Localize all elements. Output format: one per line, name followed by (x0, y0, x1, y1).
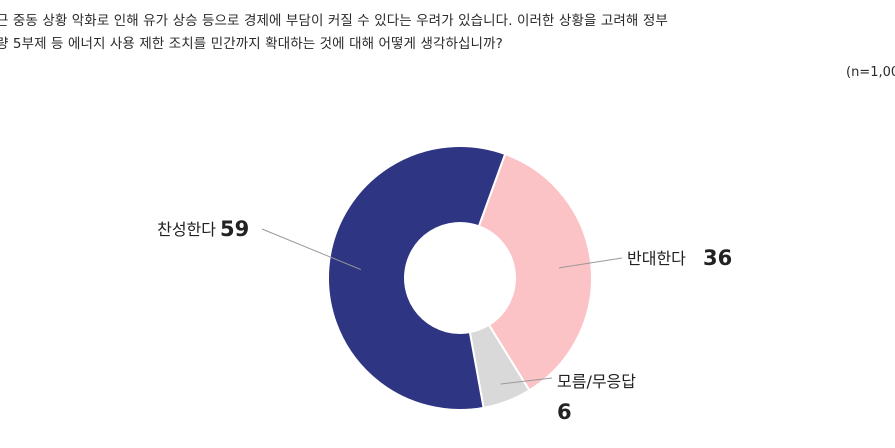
leader-lines (261, 228, 623, 385)
label-agree-value: 59 (220, 217, 249, 241)
label-disagree-value: 36 (703, 246, 732, 270)
slice-disagree (477, 152, 593, 392)
question-text-line-2: 량 5부제 등 에너지 사용 제한 조치를 민간까지 확대하는 것에 대해 어떻… (0, 36, 503, 52)
sample-size-label: (n=1,00 (846, 65, 895, 80)
leader-disagree (558, 257, 623, 269)
label-agree-name: 찬성한다 (157, 220, 216, 239)
slice-labels: 찬성한다 59 반대한다 36 모름/무응답 6 (157, 217, 732, 424)
slice-agree (327, 145, 507, 411)
leader-agree (261, 228, 362, 271)
label-unknown-value: 6 (557, 400, 572, 424)
label-disagree-name: 반대한다 (627, 249, 686, 268)
label-unknown-name: 모름/무응답 (557, 372, 636, 391)
question-text-line-1: 근 중동 상황 악화로 인해 유가 상승 등으로 경제에 부담이 커질 수 있다… (0, 13, 668, 29)
donut-slices (327, 145, 593, 411)
leader-unknown (500, 377, 553, 385)
